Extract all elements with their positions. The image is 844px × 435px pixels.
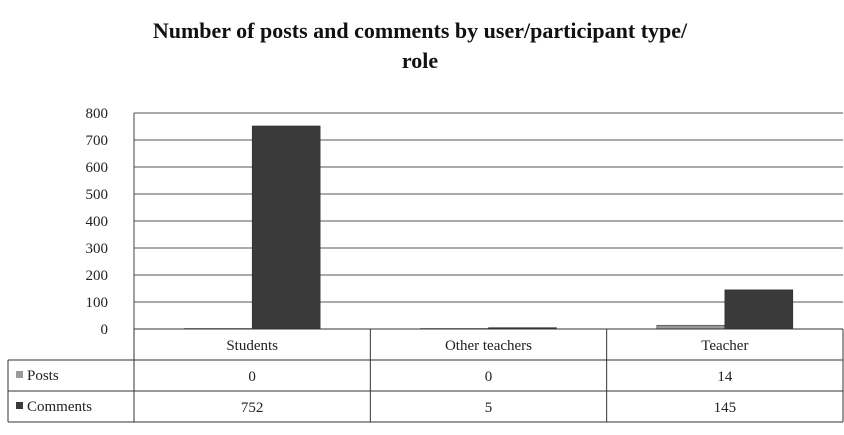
data-label: 145 <box>714 400 737 416</box>
data-table: Students Other teachers Teacher Posts 0 0 14 Co… <box>7 328 844 423</box>
category-label: Other teachers <box>445 338 532 354</box>
legend-key-posts <box>16 371 23 378</box>
category-label: Teacher <box>701 338 748 354</box>
y-tick-label: 0 <box>101 322 109 338</box>
data-label: 14 <box>717 369 733 385</box>
data-label: 5 <box>485 400 493 416</box>
data-label: 752 <box>241 400 264 416</box>
y-tick-label: 300 <box>86 241 109 257</box>
category-label: Students <box>226 338 278 354</box>
chart-title-line-1: Number of posts and comments by user/par… <box>153 18 688 43</box>
chart-title-line-2: role <box>402 48 438 73</box>
plot-area: 0 100 200 300 400 500 600 700 800 <box>86 106 843 338</box>
y-tick-label: 400 <box>86 214 109 230</box>
y-tick-label: 500 <box>86 187 109 203</box>
y-tick-label: 200 <box>86 268 109 284</box>
data-label: 0 <box>248 369 256 385</box>
legend-label-comments: Comments <box>27 399 92 415</box>
y-tick-label: 100 <box>86 295 109 311</box>
y-tick-label: 800 <box>86 106 109 122</box>
legend-label-posts: Posts <box>27 368 59 384</box>
chart-title: Number of posts and comments by user/par… <box>153 18 688 73</box>
bar-comments-students <box>251 125 321 330</box>
legend-key-comments <box>16 402 23 409</box>
data-label: 0 <box>485 369 493 385</box>
y-tick-label: 700 <box>86 133 109 149</box>
y-tick-label: 600 <box>86 160 109 176</box>
bar-posts-teacher <box>656 324 726 330</box>
bar-comments-teacher <box>724 289 794 330</box>
